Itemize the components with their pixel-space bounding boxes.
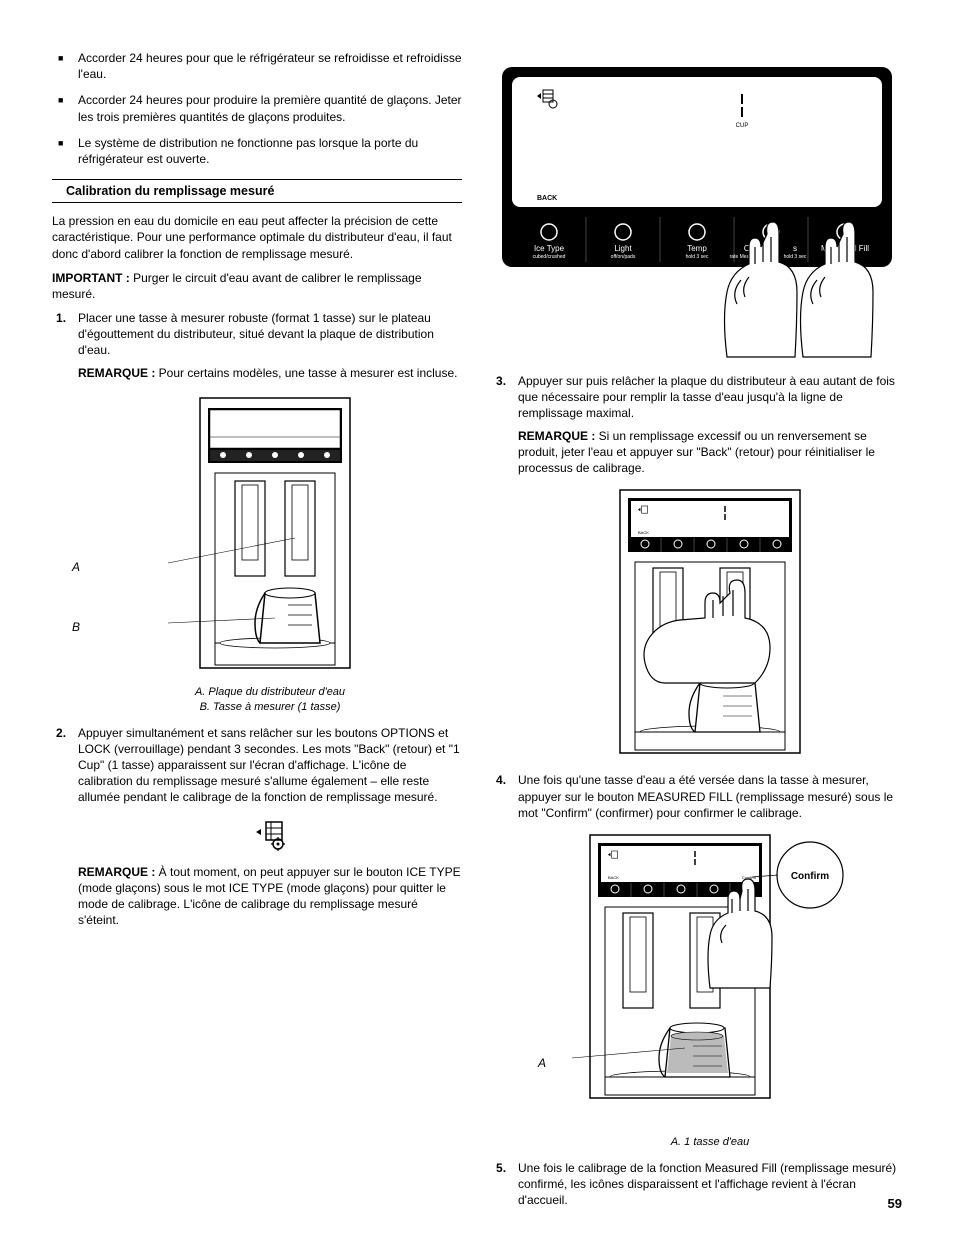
caption-a: A. Plaque du distributeur d'eau bbox=[195, 686, 345, 698]
svg-text:BACK: BACK bbox=[608, 875, 619, 880]
figure-control-panel: CUP BACK Ice Type bbox=[492, 62, 902, 365]
bullet-item: Accorder 24 heures pour que le réfrigéra… bbox=[78, 50, 462, 82]
panel-btn-temp-sub: hold 3 sec bbox=[686, 254, 709, 260]
note-label: REMARQUE : bbox=[78, 366, 155, 380]
section-heading: Calibration du remplissage mesuré bbox=[52, 179, 462, 203]
panel-cup-label: CUP bbox=[736, 123, 749, 129]
panel-btn-temp: Temp bbox=[687, 244, 707, 253]
svg-text:BACK: BACK bbox=[638, 530, 649, 535]
panel-btn-options-right: s bbox=[793, 244, 797, 253]
calibration-icon bbox=[78, 818, 462, 856]
step-4-text: Une fois qu'une tasse d'eau a été versée… bbox=[518, 773, 893, 819]
bullet-item: Le système de distribution ne fonctionne… bbox=[78, 135, 462, 167]
step-3-note: REMARQUE : Si un remplissage excessif ou… bbox=[518, 428, 902, 477]
bullet-list: Accorder 24 heures pour que le réfrigéra… bbox=[52, 50, 462, 167]
figure-label-b: B bbox=[72, 619, 80, 635]
figure-label-a: A bbox=[72, 559, 80, 575]
step-5-text: Une fois le calibrage de la fonction Mea… bbox=[518, 1161, 896, 1207]
panel-back-label: BACK bbox=[537, 195, 557, 202]
note-text: Pour certains modèles, une tasse à mesur… bbox=[155, 366, 457, 380]
important-label: IMPORTANT : bbox=[52, 271, 130, 285]
step-3-text: Appuyer sur puis relâcher la plaque du d… bbox=[518, 374, 895, 420]
figure-dispenser-cup: A B bbox=[78, 393, 462, 677]
figure-confirm: BACK Confirm bbox=[518, 833, 902, 1127]
panel-btn-light-sub: off/on/pads bbox=[611, 254, 636, 260]
step-3: Appuyer sur puis relâcher la plaque du d… bbox=[518, 373, 902, 762]
step-1: Placer une tasse à mesurer robuste (form… bbox=[78, 310, 462, 715]
step-1-note: REMARQUE : Pour certains modèles, une ta… bbox=[78, 365, 462, 381]
step-5: Une fois le calibrage de la fonction Mea… bbox=[518, 1160, 902, 1209]
note-label: REMARQUE : bbox=[78, 865, 155, 879]
step-2-note: REMARQUE : À tout moment, on peut appuye… bbox=[78, 864, 462, 929]
panel-btn-options-sub: hold 3 sec bbox=[784, 254, 807, 260]
step-4: Une fois qu'une tasse d'eau a été versée… bbox=[518, 772, 902, 1150]
panel-btn-icetype-sub: cubed/crushed bbox=[533, 254, 566, 260]
step-2-text: Appuyer simultanément et sans relâcher s… bbox=[78, 726, 460, 805]
figure-press-paddle: BACK bbox=[518, 488, 902, 762]
caption-b: B. Tasse à mesurer (1 tasse) bbox=[200, 701, 341, 713]
figure-label-a: A bbox=[538, 1055, 546, 1071]
note-label: REMARQUE : bbox=[518, 429, 595, 443]
step-1-text: Placer une tasse à mesurer robuste (form… bbox=[78, 311, 434, 357]
figure3-caption: A. 1 tasse d'eau bbox=[518, 1135, 902, 1150]
figure-caption: A. Plaque du distributeur d'eau B. Tasse… bbox=[78, 685, 462, 715]
panel-btn-light: Light bbox=[614, 244, 632, 253]
step-2: Appuyer simultanément et sans relâcher s… bbox=[78, 725, 462, 929]
confirm-callout: Confirm bbox=[791, 871, 829, 882]
important-note: IMPORTANT : Purger le circuit d'eau avan… bbox=[52, 270, 462, 302]
intro-text: La pression en eau du domicile en eau pe… bbox=[52, 213, 462, 262]
page-number: 59 bbox=[888, 1196, 902, 1211]
panel-btn-icetype: Ice Type bbox=[534, 244, 565, 253]
bullet-item: Accorder 24 heures pour produire la prem… bbox=[78, 92, 462, 124]
